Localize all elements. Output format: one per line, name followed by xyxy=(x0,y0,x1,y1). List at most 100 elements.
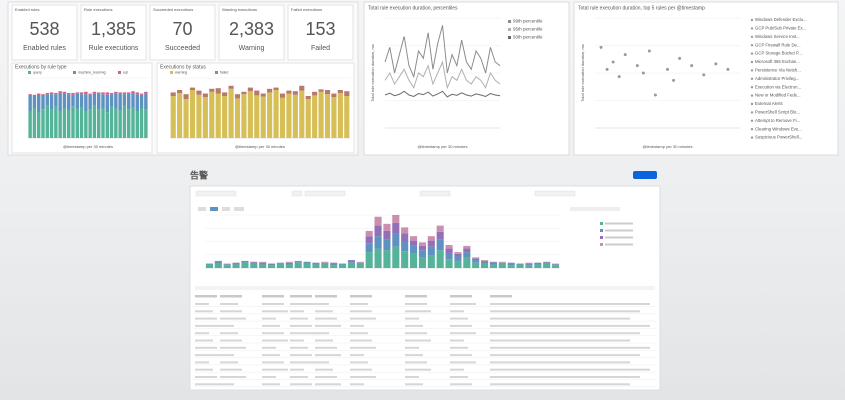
legend-swatch xyxy=(73,71,76,74)
bar-segment xyxy=(454,256,462,261)
bar-segment xyxy=(135,92,139,95)
bar-segment xyxy=(37,112,41,138)
bar-segment xyxy=(139,108,144,138)
legend-label: External Alerts xyxy=(755,101,783,106)
bar-segment xyxy=(54,94,58,107)
bar-segment xyxy=(41,94,45,96)
bar-segment xyxy=(260,93,266,97)
legend-label: Persistence Via Netsh... xyxy=(755,68,801,73)
bar-segment xyxy=(344,91,350,96)
bar-segment xyxy=(254,90,260,96)
x-axis-label: @timestamp per 30 minutes xyxy=(417,144,467,149)
table-cell xyxy=(220,332,238,335)
bar-segment xyxy=(312,95,318,138)
bar-segment xyxy=(45,94,49,105)
table-cell xyxy=(315,303,329,305)
table-cell xyxy=(315,361,329,364)
bar-segment xyxy=(436,225,444,232)
legend-label: 50th percentile xyxy=(513,35,543,40)
bar-segment xyxy=(88,94,92,110)
kpi-value: 2,383 xyxy=(229,19,274,39)
bar-segment xyxy=(67,93,71,95)
bar-segment xyxy=(285,262,293,265)
bar-segment xyxy=(241,262,249,268)
bar-segment xyxy=(37,93,41,96)
table-header xyxy=(405,295,427,298)
bar-segment xyxy=(37,96,41,113)
filter-box xyxy=(291,190,303,197)
bar-segment xyxy=(445,245,453,249)
table-cell xyxy=(262,346,276,349)
bar-segment xyxy=(489,264,497,268)
table-cell xyxy=(405,310,431,313)
bar-segment xyxy=(268,264,276,266)
bar-segment xyxy=(392,215,400,223)
bar-segment xyxy=(330,262,338,264)
legend-label: New or Modified Fede... xyxy=(755,93,801,98)
table-cell xyxy=(405,303,427,305)
bar-segment xyxy=(62,93,67,108)
bar-segment xyxy=(215,88,221,94)
legend-marker xyxy=(750,69,754,72)
bar-segment xyxy=(254,95,260,138)
button[interactable] xyxy=(633,171,657,179)
table-cell xyxy=(490,361,630,364)
kpi-label: Failed xyxy=(311,45,330,52)
bar-segment xyxy=(427,246,435,256)
bar-segment xyxy=(144,91,148,94)
bar-segment xyxy=(543,261,551,263)
bar-segment xyxy=(79,107,84,138)
legend-marker xyxy=(750,35,754,38)
legend-swatch xyxy=(600,229,603,232)
bar-segment xyxy=(97,93,101,110)
legend-label: eql xyxy=(123,70,128,74)
legend-label: Attempt to Remove Fi... xyxy=(755,118,800,123)
chart-title: Executions by rule type xyxy=(15,64,67,70)
bar-segment xyxy=(79,94,84,108)
bar-segment xyxy=(507,262,515,264)
point xyxy=(690,64,694,68)
table-cell xyxy=(405,361,427,364)
bar-segment xyxy=(534,264,542,268)
table-cell xyxy=(350,368,372,371)
bar-segment xyxy=(170,92,176,96)
kpi-title: Rule executions xyxy=(84,7,112,12)
bar-segment xyxy=(392,222,400,234)
bar-segment xyxy=(205,263,213,265)
bar-segment xyxy=(347,260,355,261)
bar-segment xyxy=(507,263,515,266)
table-cell xyxy=(350,339,372,342)
line xyxy=(384,90,501,98)
bar-segment xyxy=(250,262,258,264)
table-header xyxy=(450,295,472,298)
bar-segment xyxy=(374,216,382,226)
table-cell xyxy=(315,346,337,349)
legend-swatch xyxy=(28,71,31,74)
bar-segment xyxy=(259,264,267,268)
point xyxy=(635,64,639,68)
kpi-value: 1,385 xyxy=(91,19,136,39)
bar-segment xyxy=(427,236,435,241)
bar-segment xyxy=(205,264,213,268)
bar-segment xyxy=(285,264,293,268)
legend-marker xyxy=(750,44,754,47)
legend-label: machine_learning xyxy=(78,70,106,74)
bar-segment xyxy=(92,91,97,94)
table-cell xyxy=(450,376,468,378)
bar-segment xyxy=(209,88,215,92)
bar-segment xyxy=(337,93,343,138)
legend-text xyxy=(605,229,633,232)
legend-label: Execution via Electron... xyxy=(755,84,801,89)
x-axis-label: @timestamp per 30 minutes xyxy=(642,144,692,149)
bar-segment xyxy=(552,265,560,268)
bar-segment xyxy=(472,262,480,268)
table-cell xyxy=(350,317,376,320)
bar-segment xyxy=(234,94,241,99)
table-cell xyxy=(405,339,431,342)
bar-segment xyxy=(232,262,240,264)
tab xyxy=(198,207,206,211)
table-cell xyxy=(405,376,419,378)
table-cell xyxy=(350,383,364,386)
bar-segment xyxy=(383,230,391,240)
bar-segment xyxy=(273,87,279,90)
